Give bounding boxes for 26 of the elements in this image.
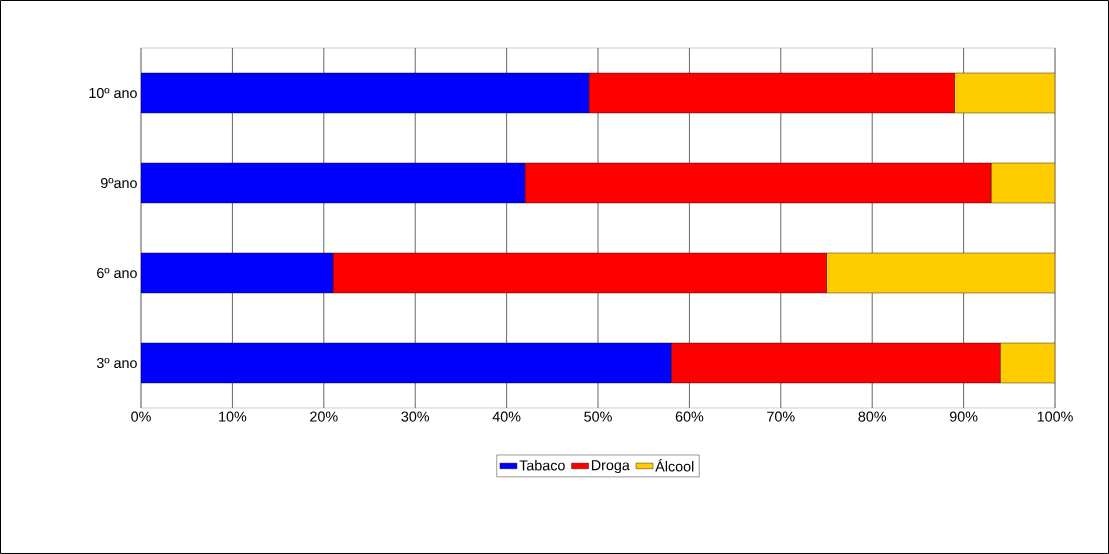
legend-label: Tabaco (519, 460, 565, 471)
bar (826, 252, 1056, 294)
legend-label: Droga (591, 460, 630, 474)
legend-label: Álcool (655, 458, 694, 472)
x-tick-label: 10% (219, 411, 247, 422)
x-tick-label: 30% (401, 411, 430, 422)
bar (141, 72, 590, 114)
x-tick-label: 50% (584, 411, 612, 422)
x-tick-label: 60% (675, 411, 704, 422)
y-tick-label: 3º ano (96, 357, 137, 369)
y-tick-label: 9ºano (101, 177, 137, 189)
bar (999, 342, 1056, 384)
bar (954, 72, 1056, 114)
bar (990, 162, 1056, 204)
bar (141, 252, 334, 294)
x-tick-label: 40% (492, 411, 521, 422)
x-tick-label: 20% (310, 411, 338, 422)
x-tick-label: 80% (858, 411, 887, 422)
bar (141, 342, 672, 384)
x-tick-label: 100% (1037, 411, 1073, 422)
y-tick-label: 6º ano (97, 267, 137, 279)
x-tick-label: 0% (131, 411, 151, 422)
x-tick-label: 90% (949, 411, 978, 422)
y-tick-label: 10º ano (89, 87, 137, 99)
bar (141, 162, 526, 204)
x-tick-label: 70% (767, 411, 795, 422)
